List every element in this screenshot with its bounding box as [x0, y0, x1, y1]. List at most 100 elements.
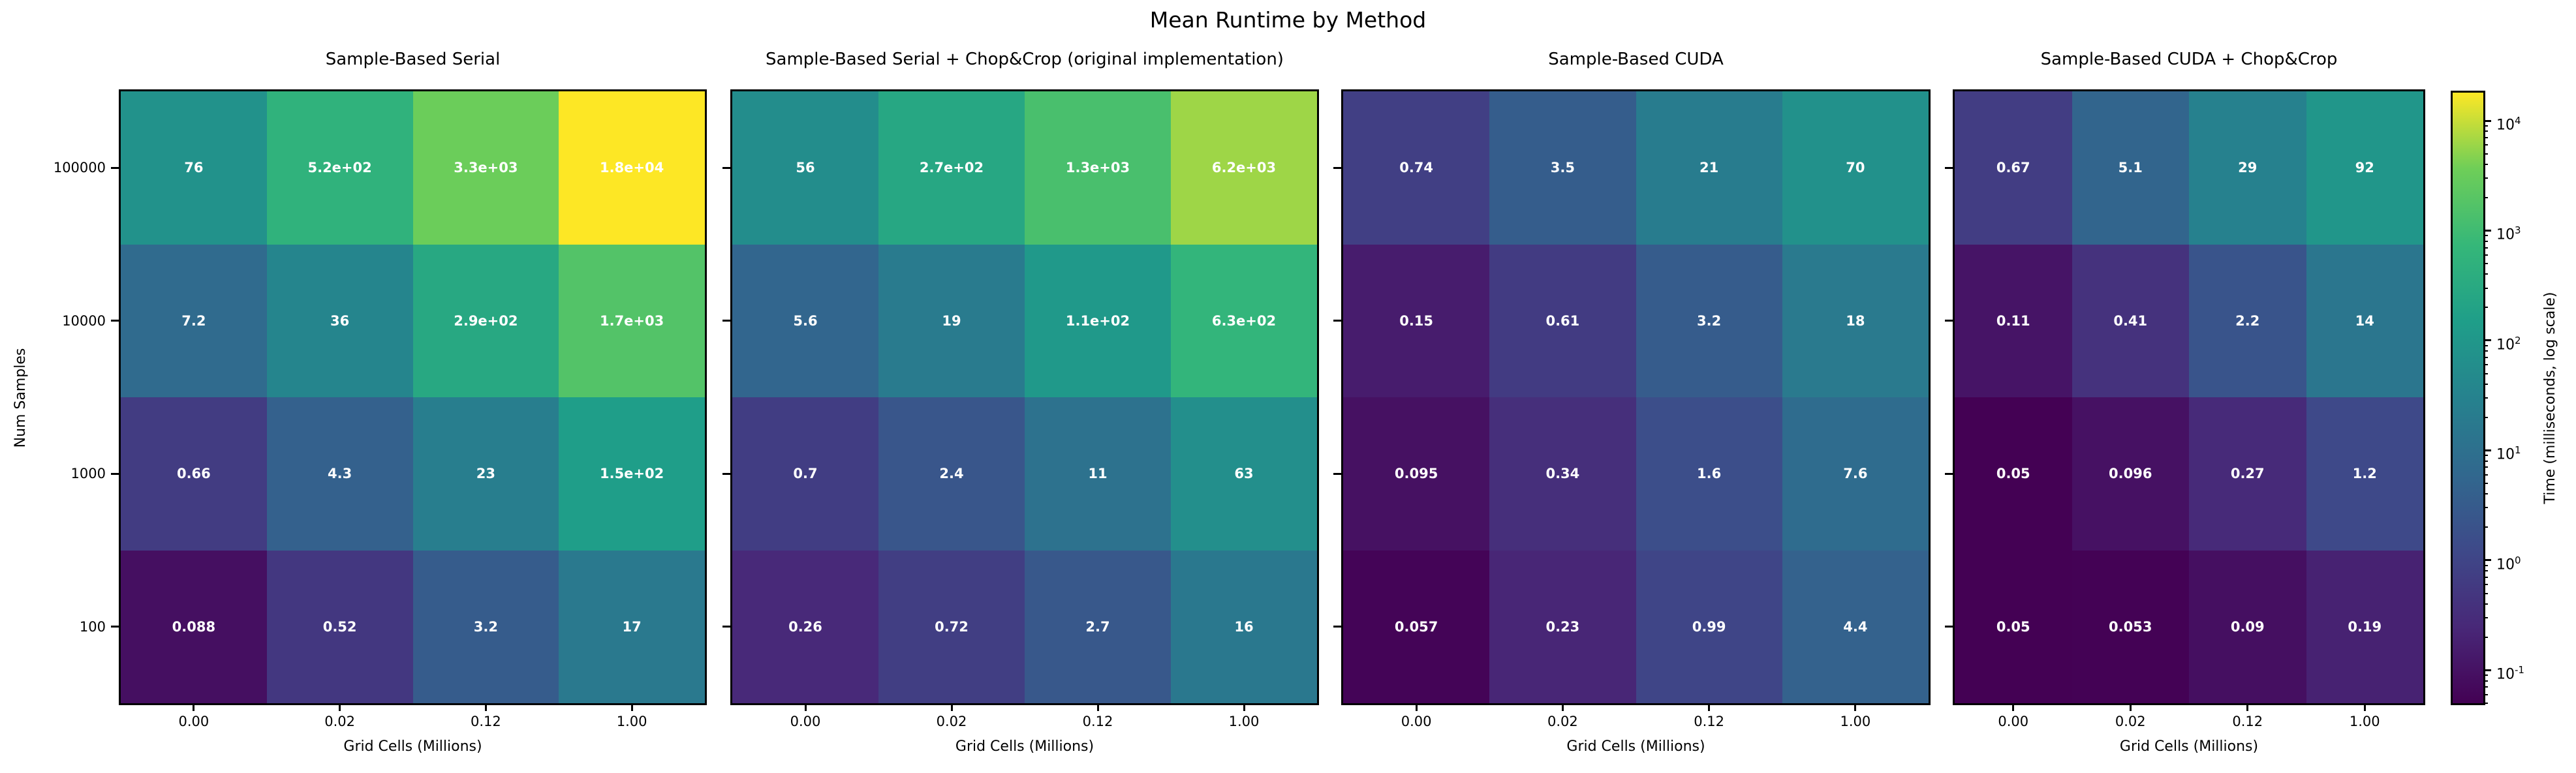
colorbar-minor-tick: [2483, 350, 2488, 352]
colorbar-minor-tick: [2483, 703, 2488, 704]
x-tick-label: 0.00: [178, 714, 209, 729]
colorbar-minor-tick: [2483, 584, 2488, 586]
heatmap-cell: 0.67: [1955, 91, 2072, 245]
cell-value: 2.4: [939, 466, 964, 482]
heatmap-cell: 1.3e+03: [1025, 91, 1171, 245]
colorbar-minor-tick: [2483, 636, 2488, 638]
heatmap-cell: 3.3e+03: [412, 91, 559, 245]
x-tick-label: 1.00: [616, 714, 647, 729]
heatmap-cell: 92: [2306, 91, 2423, 245]
x-tick-label: 1.00: [2349, 714, 2380, 729]
cell-value: 0.66: [176, 466, 211, 482]
colorbar-tick-label: 104: [2496, 115, 2521, 134]
cell-value: 0.34: [1545, 466, 1580, 482]
heatmap-cell: 7.2: [121, 244, 267, 397]
x-tick: [1415, 703, 1418, 711]
cell-value: 70: [1846, 160, 1865, 176]
y-tick: [111, 626, 119, 628]
colorbar-minor-tick: [2483, 570, 2488, 572]
x-tick-label: 0.00: [790, 714, 821, 729]
heatmap-cell: 2.2: [2189, 244, 2306, 397]
cell-value: 6.2e+03: [1211, 160, 1277, 176]
x-tick-label: 0.00: [1998, 714, 2029, 729]
cell-value: 2.7e+02: [919, 160, 984, 176]
heatmap-cell: 0.09: [2189, 550, 2306, 703]
cell-value: 1.7e+03: [599, 312, 664, 329]
x-tick-label: 0.12: [1694, 714, 1724, 729]
cell-value: 1.1e+02: [1065, 312, 1130, 329]
cell-value: 16: [1234, 618, 1254, 635]
cell-value: 4.4: [1843, 618, 1868, 635]
x-tick: [804, 703, 807, 711]
x-axis-label: Grid Cells (Millions): [955, 738, 1094, 755]
x-tick-label: 0.12: [1082, 714, 1113, 729]
y-axis-label: Num Samples: [12, 348, 29, 448]
heatmap-cell: 3.2: [412, 550, 559, 703]
heatmap-cell: 36: [266, 244, 413, 397]
x-tick-label: 0.02: [324, 714, 355, 729]
colorbar-minor-tick: [2483, 416, 2488, 418]
heatmap-cell: 7.6: [1782, 397, 1929, 551]
colorbar-minor-tick: [2483, 196, 2488, 198]
cell-value: 4.3: [328, 466, 352, 482]
heatmap-cell: 0.72: [878, 550, 1025, 703]
heatmap-cell: 5.6: [732, 244, 878, 397]
cell-value: 0.096: [2109, 466, 2152, 482]
cell-value: 3.3e+03: [454, 160, 518, 176]
cell-value: 11: [1088, 466, 1108, 482]
heatmap-cell: 5.1: [2072, 91, 2189, 245]
heatmap-cell: 56: [732, 91, 878, 245]
colorbar-tick: [2483, 559, 2491, 562]
heatmap-cell: 4.4: [1782, 550, 1929, 703]
colorbar-minor-tick: [2483, 493, 2488, 495]
x-tick: [339, 703, 341, 711]
y-tick: [1945, 166, 1953, 169]
y-tick: [722, 166, 730, 169]
cell-value: 1.3e+03: [1065, 160, 1130, 176]
x-tick: [630, 703, 633, 711]
cell-value: 5.6: [793, 312, 818, 329]
heatmap-cell: 0.41: [2072, 244, 2189, 397]
y-tick: [1333, 472, 1341, 475]
heatmap-panel: 76 5.2e+02 3.3e+03 1.8e+04 7.2 36 2.9e+02 1.7e+…: [119, 89, 707, 705]
heatmap-cell: 18: [1782, 244, 1929, 397]
colorbar-label: Time (milliseconds, log scale): [2542, 292, 2558, 504]
cell-value: 0.05: [1996, 618, 2030, 635]
heatmap-cell: 0.52: [266, 550, 413, 703]
heatmap-cell: 0.05: [1955, 397, 2072, 551]
heatmap-cell: 0.05: [1955, 550, 2072, 703]
colorbar-minor-tick: [2483, 507, 2488, 509]
y-tick: [111, 472, 119, 475]
colorbar-tick-label: 103: [2496, 224, 2521, 243]
panel-title: Sample-Based Serial: [325, 50, 501, 69]
x-tick: [1708, 703, 1711, 711]
x-tick: [2363, 703, 2366, 711]
colorbar-minor-tick: [2483, 287, 2488, 289]
cell-value: 0.11: [1996, 312, 2030, 329]
colorbar-minor-tick: [2483, 576, 2488, 578]
colorbar-minor-tick: [2483, 592, 2488, 594]
cell-value: 76: [184, 160, 204, 176]
heatmap-cell: 14: [2306, 244, 2423, 397]
cell-value: 2.9e+02: [454, 312, 518, 329]
cell-value: 2.7: [1085, 618, 1110, 635]
cell-value: 23: [476, 466, 495, 482]
cell-value: 0.41: [2113, 312, 2148, 329]
heatmap-cell: 0.23: [1489, 550, 1636, 703]
heatmap-cell: 1.7e+03: [559, 244, 705, 397]
y-tick: [722, 472, 730, 475]
cell-value: 3.2: [1697, 312, 1722, 329]
colorbar-minor-tick: [2483, 564, 2488, 566]
heatmap-cell: 1.6: [1636, 397, 1782, 551]
cell-value: 1.8e+04: [599, 160, 664, 176]
y-tick: [111, 320, 119, 322]
heatmap-cell: 1.1e+02: [1025, 244, 1171, 397]
heatmap-cell: 0.15: [1343, 244, 1490, 397]
x-tick: [2246, 703, 2249, 711]
panel-title: Sample-Based CUDA: [1548, 50, 1724, 69]
colorbar-minor-tick: [2483, 177, 2488, 179]
heatmap-cell: 23: [412, 397, 559, 551]
y-tick-label: 100000: [53, 160, 106, 176]
x-tick-label: 1.00: [1228, 714, 1260, 729]
x-axis-label: Grid Cells (Millions): [2119, 738, 2259, 755]
